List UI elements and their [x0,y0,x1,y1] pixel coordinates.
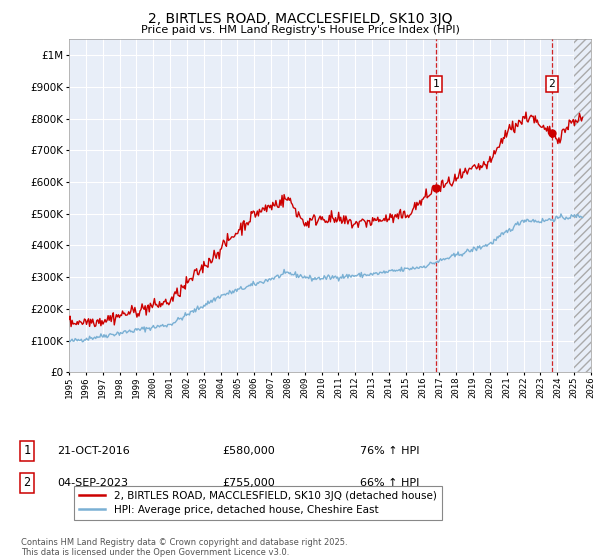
Text: Price paid vs. HM Land Registry's House Price Index (HPI): Price paid vs. HM Land Registry's House … [140,25,460,35]
Legend: 2, BIRTLES ROAD, MACCLESFIELD, SK10 3JQ (detached house), HPI: Average price, de: 2, BIRTLES ROAD, MACCLESFIELD, SK10 3JQ … [74,486,442,520]
Text: 1: 1 [433,79,439,89]
Text: 76% ↑ HPI: 76% ↑ HPI [360,446,419,456]
Text: 1: 1 [23,444,31,458]
Text: 2: 2 [548,79,555,89]
Bar [574,39,599,372]
Text: £580,000: £580,000 [222,446,275,456]
Text: Contains HM Land Registry data © Crown copyright and database right 2025.
This d: Contains HM Land Registry data © Crown c… [21,538,347,557]
Text: 66% ↑ HPI: 66% ↑ HPI [360,478,419,488]
Text: 2: 2 [23,476,31,489]
Text: 04-SEP-2023: 04-SEP-2023 [57,478,128,488]
Text: 2, BIRTLES ROAD, MACCLESFIELD, SK10 3JQ: 2, BIRTLES ROAD, MACCLESFIELD, SK10 3JQ [148,12,452,26]
Text: £755,000: £755,000 [222,478,275,488]
Bar [574,24,599,372]
Text: 21-OCT-2016: 21-OCT-2016 [57,446,130,456]
